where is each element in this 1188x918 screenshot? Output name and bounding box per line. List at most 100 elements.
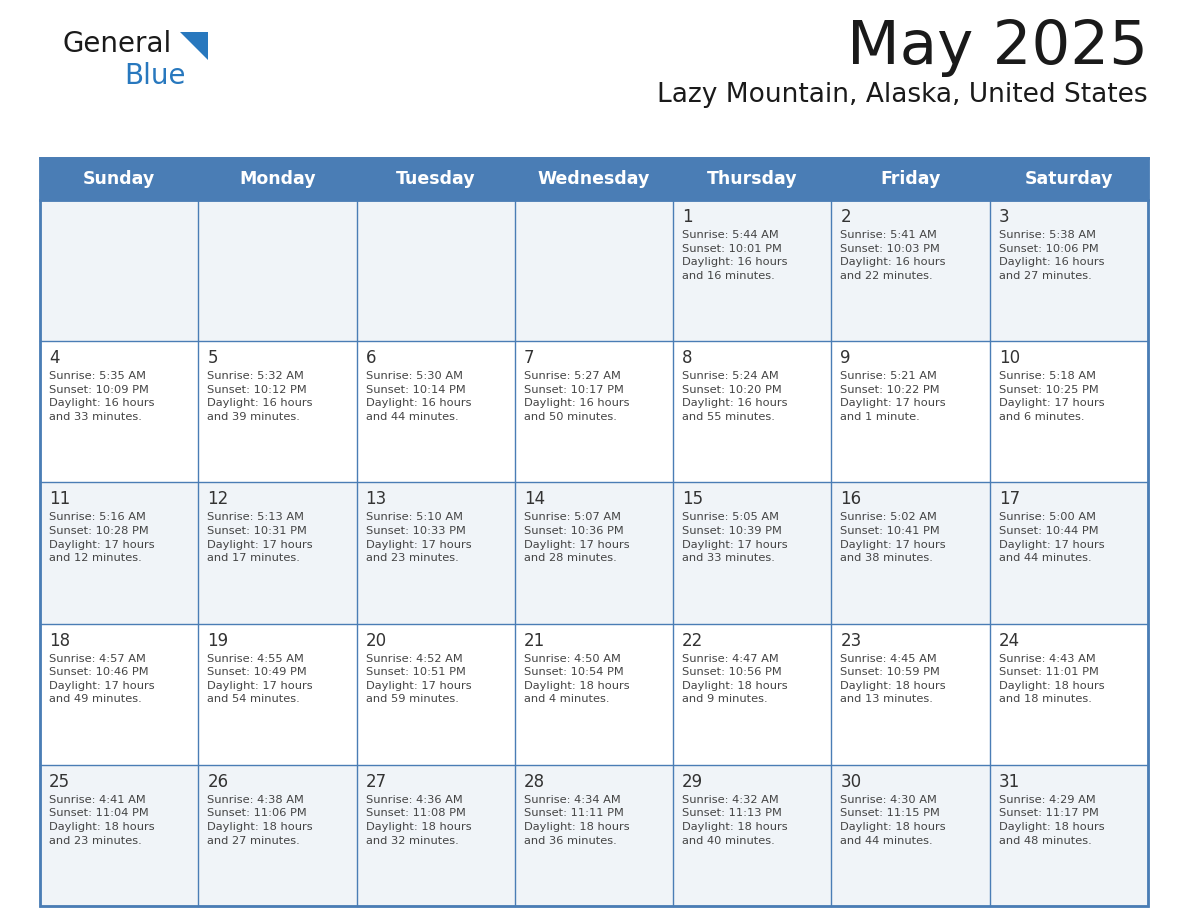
Bar (674, 200, 832, 341)
Text: 19: 19 (207, 632, 228, 650)
Text: 8: 8 (682, 349, 693, 367)
Text: 29: 29 (682, 773, 703, 790)
Text: 23: 23 (840, 632, 861, 650)
Text: May 2025: May 2025 (847, 18, 1148, 77)
Text: Sunday: Sunday (83, 170, 156, 188)
Text: 28: 28 (524, 773, 545, 790)
Bar (40, 765, 198, 906)
Text: Sunrise: 5:05 AM
Sunset: 10:39 PM
Daylight: 17 hours
and 33 minutes.: Sunrise: 5:05 AM Sunset: 10:39 PM Daylig… (682, 512, 788, 564)
Text: Sunrise: 5:02 AM
Sunset: 10:41 PM
Daylight: 17 hours
and 38 minutes.: Sunrise: 5:02 AM Sunset: 10:41 PM Daylig… (840, 512, 946, 564)
Text: 13: 13 (366, 490, 387, 509)
Bar (40, 341, 198, 482)
Text: 18: 18 (49, 632, 70, 650)
Text: Sunrise: 5:38 AM
Sunset: 10:06 PM
Daylight: 16 hours
and 27 minutes.: Sunrise: 5:38 AM Sunset: 10:06 PM Daylig… (999, 230, 1104, 281)
Text: Sunrise: 5:27 AM
Sunset: 10:17 PM
Daylight: 16 hours
and 50 minutes.: Sunrise: 5:27 AM Sunset: 10:17 PM Daylig… (524, 371, 630, 422)
Bar (832, 341, 990, 482)
Bar (674, 482, 832, 623)
Text: 2: 2 (840, 208, 851, 226)
Bar (356, 200, 514, 341)
Text: Thursday: Thursday (707, 170, 797, 188)
Text: Wednesday: Wednesday (538, 170, 650, 188)
Bar (832, 765, 990, 906)
Text: 4: 4 (49, 349, 59, 367)
Text: Sunrise: 4:52 AM
Sunset: 10:51 PM
Daylight: 17 hours
and 59 minutes.: Sunrise: 4:52 AM Sunset: 10:51 PM Daylig… (366, 654, 472, 704)
Text: 14: 14 (524, 490, 545, 509)
Text: Sunrise: 4:45 AM
Sunset: 10:59 PM
Daylight: 18 hours
and 13 minutes.: Sunrise: 4:45 AM Sunset: 10:59 PM Daylig… (840, 654, 946, 704)
Text: 17: 17 (999, 490, 1019, 509)
Text: 20: 20 (366, 632, 387, 650)
Text: 5: 5 (207, 349, 217, 367)
Bar (198, 200, 356, 341)
Bar (514, 623, 674, 765)
Text: 11: 11 (49, 490, 70, 509)
Bar (674, 765, 832, 906)
Text: 9: 9 (840, 349, 851, 367)
Bar (356, 341, 514, 482)
Text: Sunrise: 4:50 AM
Sunset: 10:54 PM
Daylight: 18 hours
and 4 minutes.: Sunrise: 4:50 AM Sunset: 10:54 PM Daylig… (524, 654, 630, 704)
Bar (40, 623, 198, 765)
Text: Sunrise: 5:30 AM
Sunset: 10:14 PM
Daylight: 16 hours
and 44 minutes.: Sunrise: 5:30 AM Sunset: 10:14 PM Daylig… (366, 371, 472, 422)
Text: 30: 30 (840, 773, 861, 790)
Bar (832, 200, 990, 341)
Bar (514, 482, 674, 623)
Text: Sunrise: 4:57 AM
Sunset: 10:46 PM
Daylight: 17 hours
and 49 minutes.: Sunrise: 4:57 AM Sunset: 10:46 PM Daylig… (49, 654, 154, 704)
Bar (356, 623, 514, 765)
Text: Sunrise: 4:32 AM
Sunset: 11:13 PM
Daylight: 18 hours
and 40 minutes.: Sunrise: 4:32 AM Sunset: 11:13 PM Daylig… (682, 795, 788, 845)
Text: Sunrise: 4:43 AM
Sunset: 11:01 PM
Daylight: 18 hours
and 18 minutes.: Sunrise: 4:43 AM Sunset: 11:01 PM Daylig… (999, 654, 1105, 704)
Text: 16: 16 (840, 490, 861, 509)
Bar (40, 200, 198, 341)
Text: Sunrise: 4:55 AM
Sunset: 10:49 PM
Daylight: 17 hours
and 54 minutes.: Sunrise: 4:55 AM Sunset: 10:49 PM Daylig… (207, 654, 312, 704)
Polygon shape (181, 32, 208, 60)
Text: Sunrise: 4:29 AM
Sunset: 11:17 PM
Daylight: 18 hours
and 48 minutes.: Sunrise: 4:29 AM Sunset: 11:17 PM Daylig… (999, 795, 1105, 845)
Bar (832, 623, 990, 765)
Bar (990, 623, 1148, 765)
Text: Saturday: Saturday (1024, 170, 1113, 188)
Text: Tuesday: Tuesday (396, 170, 475, 188)
Bar (990, 765, 1148, 906)
Text: General: General (62, 30, 171, 58)
Text: Sunrise: 4:30 AM
Sunset: 11:15 PM
Daylight: 18 hours
and 44 minutes.: Sunrise: 4:30 AM Sunset: 11:15 PM Daylig… (840, 795, 946, 845)
Text: 6: 6 (366, 349, 377, 367)
Bar (356, 765, 514, 906)
Text: Lazy Mountain, Alaska, United States: Lazy Mountain, Alaska, United States (657, 82, 1148, 108)
Text: Sunrise: 4:47 AM
Sunset: 10:56 PM
Daylight: 18 hours
and 9 minutes.: Sunrise: 4:47 AM Sunset: 10:56 PM Daylig… (682, 654, 788, 704)
Text: Sunrise: 5:24 AM
Sunset: 10:20 PM
Daylight: 16 hours
and 55 minutes.: Sunrise: 5:24 AM Sunset: 10:20 PM Daylig… (682, 371, 788, 422)
Text: 21: 21 (524, 632, 545, 650)
Bar (514, 341, 674, 482)
Bar (674, 341, 832, 482)
Bar (832, 482, 990, 623)
Bar (674, 623, 832, 765)
Bar (356, 482, 514, 623)
Bar (990, 482, 1148, 623)
Text: Blue: Blue (124, 62, 185, 90)
Text: 22: 22 (682, 632, 703, 650)
Text: Sunrise: 5:10 AM
Sunset: 10:33 PM
Daylight: 17 hours
and 23 minutes.: Sunrise: 5:10 AM Sunset: 10:33 PM Daylig… (366, 512, 472, 564)
Text: 15: 15 (682, 490, 703, 509)
Text: 24: 24 (999, 632, 1019, 650)
Bar (40, 158, 1148, 906)
Text: 3: 3 (999, 208, 1010, 226)
Text: 1: 1 (682, 208, 693, 226)
Text: Sunrise: 5:35 AM
Sunset: 10:09 PM
Daylight: 16 hours
and 33 minutes.: Sunrise: 5:35 AM Sunset: 10:09 PM Daylig… (49, 371, 154, 422)
Text: Sunrise: 5:44 AM
Sunset: 10:01 PM
Daylight: 16 hours
and 16 minutes.: Sunrise: 5:44 AM Sunset: 10:01 PM Daylig… (682, 230, 788, 281)
Text: Friday: Friday (880, 170, 941, 188)
Bar (198, 765, 356, 906)
Text: Sunrise: 4:38 AM
Sunset: 11:06 PM
Daylight: 18 hours
and 27 minutes.: Sunrise: 4:38 AM Sunset: 11:06 PM Daylig… (207, 795, 312, 845)
Text: 25: 25 (49, 773, 70, 790)
Text: Sunrise: 4:34 AM
Sunset: 11:11 PM
Daylight: 18 hours
and 36 minutes.: Sunrise: 4:34 AM Sunset: 11:11 PM Daylig… (524, 795, 630, 845)
Text: Sunrise: 5:41 AM
Sunset: 10:03 PM
Daylight: 16 hours
and 22 minutes.: Sunrise: 5:41 AM Sunset: 10:03 PM Daylig… (840, 230, 946, 281)
Bar (198, 482, 356, 623)
Bar (40, 158, 1148, 200)
Text: Sunrise: 4:36 AM
Sunset: 11:08 PM
Daylight: 18 hours
and 32 minutes.: Sunrise: 4:36 AM Sunset: 11:08 PM Daylig… (366, 795, 472, 845)
Bar (990, 341, 1148, 482)
Bar (198, 341, 356, 482)
Bar (40, 482, 198, 623)
Text: 26: 26 (207, 773, 228, 790)
Bar (514, 200, 674, 341)
Text: 7: 7 (524, 349, 535, 367)
Text: 27: 27 (366, 773, 387, 790)
Text: Monday: Monday (239, 170, 316, 188)
Bar (198, 623, 356, 765)
Text: Sunrise: 5:18 AM
Sunset: 10:25 PM
Daylight: 17 hours
and 6 minutes.: Sunrise: 5:18 AM Sunset: 10:25 PM Daylig… (999, 371, 1105, 422)
Text: Sunrise: 5:07 AM
Sunset: 10:36 PM
Daylight: 17 hours
and 28 minutes.: Sunrise: 5:07 AM Sunset: 10:36 PM Daylig… (524, 512, 630, 564)
